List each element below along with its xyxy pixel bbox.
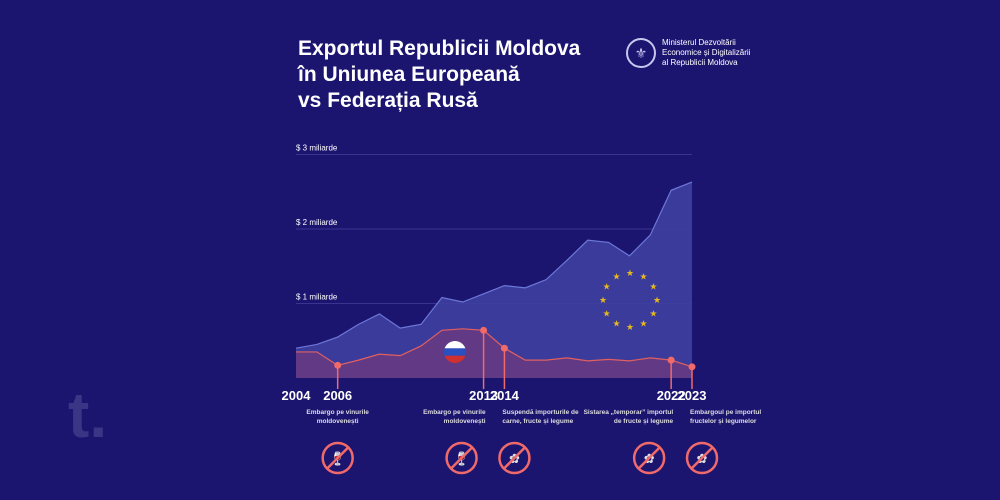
series-area-russia xyxy=(296,328,692,378)
eu-star-icon: ★ xyxy=(626,322,634,332)
series-area-eu xyxy=(296,182,692,378)
no-wine-icon: 🍷 xyxy=(321,441,354,475)
no-wine-icon: 🍷 xyxy=(445,441,478,475)
no-fruit-vegetables-icon: ✿ xyxy=(632,441,666,475)
event-marker xyxy=(500,344,508,352)
russia-flag-icon xyxy=(444,341,466,349)
eu-star-icon: ★ xyxy=(612,272,620,282)
y-tick-label: $ 3 miliarde xyxy=(296,144,338,153)
year-label: 2006 xyxy=(323,388,352,403)
event-description: Embargo pe vinurile moldovenești xyxy=(423,409,486,425)
eu-star-icon: ★ xyxy=(649,309,657,319)
title-line: vs Federația Rusă xyxy=(298,89,478,112)
series-line-russia xyxy=(296,328,693,368)
eu-star-icon: ★ xyxy=(639,318,647,328)
y-tick-label: $ 2 miliarde xyxy=(296,218,338,227)
ministry-logo: ⚜ Ministerul Dezvoltării Economice și Di… xyxy=(626,38,750,68)
year-label: 2022 xyxy=(657,388,686,403)
coat-of-arms-icon: ⚜ xyxy=(626,38,656,68)
event-marker xyxy=(480,326,488,334)
ministry-name: al Republicii Moldova xyxy=(662,58,738,67)
year-label: 2013 xyxy=(469,388,498,403)
eu-star-icon: ★ xyxy=(612,318,620,328)
no-fruit-vegetables-icon: ✿ xyxy=(685,441,719,475)
event-description: Embargo pe vinurile moldovenești xyxy=(306,409,369,425)
event-description: Sistarea „temporar” importul de fructe ș… xyxy=(583,409,674,425)
no-meat-fruit-icon: ✿ xyxy=(498,441,531,475)
eu-star-icon: ★ xyxy=(603,309,611,319)
title-line: Exportul Republicii Moldova xyxy=(298,37,581,60)
event-description: Embargoul pe importul fructelor și legum… xyxy=(690,409,762,425)
eu-star-icon: ★ xyxy=(649,282,657,292)
event-marker xyxy=(334,361,342,369)
event-description: Suspendă importurile de carne, fructe și… xyxy=(502,409,579,425)
series-line-eu xyxy=(295,181,693,349)
ministry-name: Ministerul Dezvoltării xyxy=(662,38,736,47)
page-title: Exportul Republicii Moldova în Uniunea E… xyxy=(298,36,580,114)
ministry-name: Economice și Digitalizării xyxy=(662,48,751,57)
year-label: 2023 xyxy=(678,388,707,403)
y-tick-label: $ 1 miliarde xyxy=(296,293,338,302)
eu-star-icon: ★ xyxy=(603,282,611,292)
eu-star-icon: ★ xyxy=(653,295,661,305)
russia-flag-icon xyxy=(444,348,466,356)
event-marker xyxy=(667,356,675,364)
eu-star-icon: ★ xyxy=(599,295,607,305)
event-marker xyxy=(688,363,696,371)
year-label: 2014 xyxy=(490,388,520,403)
eu-star-icon: ★ xyxy=(626,268,634,278)
title-line: în Uniunea Europeană xyxy=(298,63,520,86)
eu-star-icon: ★ xyxy=(639,272,647,282)
brand-logo: t. xyxy=(68,379,108,451)
russia-flag-icon xyxy=(444,355,466,363)
year-label: 2004 xyxy=(282,388,312,403)
